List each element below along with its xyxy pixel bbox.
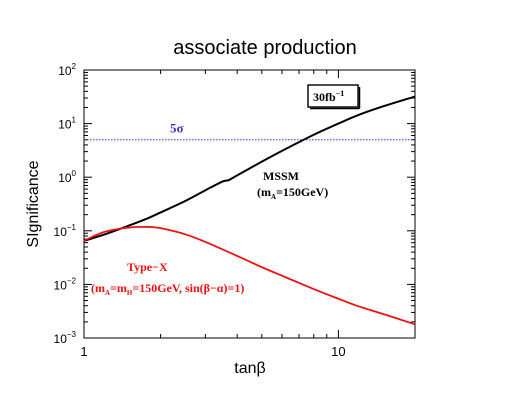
y-tick-label: 10−2 (54, 276, 77, 292)
axis-tick-labels: 10−3 10−2 10−1 100 101 102 1 10 (54, 62, 346, 359)
mssm-annotation-line1: MSSM (263, 169, 299, 183)
type-x-annotation-line1: Type−X (127, 260, 168, 274)
x-tick-label: 1 (80, 344, 87, 359)
y-axis-title: SIgnificance (25, 160, 42, 247)
y-tick-label: 10−1 (54, 223, 77, 239)
series-line-type-x (83, 225, 416, 326)
series-line-mssm (83, 95, 416, 242)
chart-title: associate production (173, 37, 356, 59)
y-tick-label: 102 (58, 62, 76, 78)
luminosity-box (307, 84, 359, 108)
y-tick-label: 101 (58, 116, 76, 132)
luminosity-label: 30fb−1 (313, 89, 344, 104)
x-axis-title: tanβ (234, 360, 265, 377)
plot-frame (83, 69, 416, 339)
type-x-annotation-line2: (mA=mH=150GeV, sin(β−α)=1) (91, 281, 244, 297)
axis-ticks (83, 69, 416, 339)
y-tick-label: 100 (58, 169, 76, 185)
x-tick-label: 10 (331, 344, 345, 359)
five-sigma-label: 5σ (170, 121, 184, 136)
y-tick-label: 10−3 (54, 330, 77, 346)
mssm-annotation-line2: (mA=150GeV) (257, 185, 328, 201)
